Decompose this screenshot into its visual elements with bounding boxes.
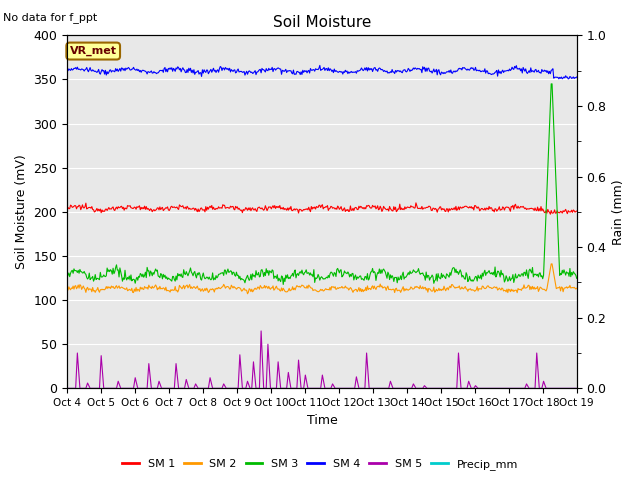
Legend: SM 1, SM 2, SM 3, SM 4, SM 5, Precip_mm: SM 1, SM 2, SM 3, SM 4, SM 5, Precip_mm <box>118 455 522 474</box>
Title: Soil Moisture: Soil Moisture <box>273 15 371 30</box>
Text: No data for f_ppt: No data for f_ppt <box>3 12 97 23</box>
Y-axis label: Soil Moisture (mV): Soil Moisture (mV) <box>15 155 28 269</box>
Text: VR_met: VR_met <box>70 46 116 56</box>
X-axis label: Time: Time <box>307 414 337 427</box>
Y-axis label: Rain (mm): Rain (mm) <box>612 179 625 245</box>
